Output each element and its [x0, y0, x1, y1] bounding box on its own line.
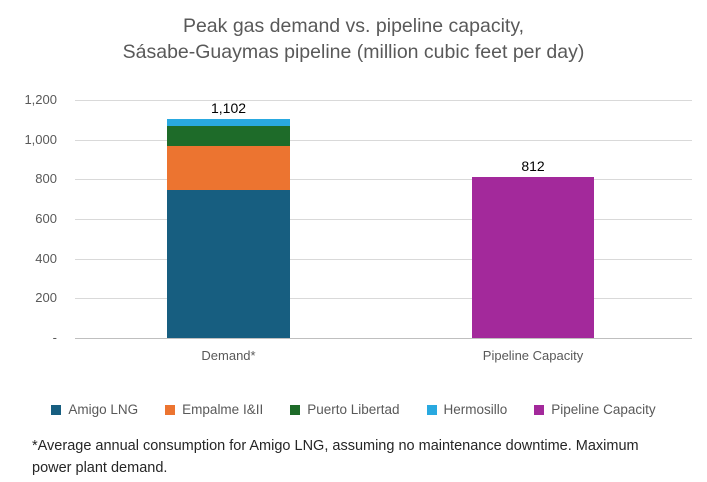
legend-label: Hermosillo [443, 402, 508, 417]
plot-area [75, 100, 692, 339]
gridline [75, 298, 692, 300]
x-axis-line [75, 338, 692, 339]
y-axis-tick-label: 1,200 [24, 92, 57, 107]
gridline [75, 100, 692, 101]
legend-label: Empalme I&II [182, 402, 264, 417]
bar-segment-pipeline-capacity [472, 176, 594, 338]
bar-segment-amigo-lng [167, 190, 290, 338]
x-axis-category-label: Pipeline Capacity [482, 348, 584, 363]
legend-item-empalme-i-ii: Empalme I&II [165, 402, 263, 417]
bar-column-demand [167, 100, 290, 338]
chart-title-line-1: Peak gas demand vs. pipeline capacity, [182, 15, 525, 37]
legend-swatch-icon [534, 404, 545, 415]
gridline [75, 258, 692, 260]
chart-title-line-2: Sásabe-Guaymas pipeline (million cubic f… [122, 40, 585, 63]
bar-value-label: 1,102 [210, 100, 247, 117]
legend-label: Amigo LNG [68, 402, 139, 417]
y-axis-tick-label: - [52, 330, 57, 345]
bar-column-pipeline-capacity [472, 100, 594, 338]
y-axis-tick-label: 200 [35, 290, 57, 306]
y-axis-tick-label: 400 [35, 250, 57, 266]
legend-swatch-icon [426, 404, 437, 415]
legend-swatch-icon [290, 404, 301, 415]
bar-segment-puerto-libertad [167, 125, 290, 146]
gridline [75, 179, 692, 181]
y-axis-tick-label: 600 [35, 211, 57, 226]
footnote: *Average annual consumption for Amigo LN… [32, 438, 639, 476]
legend: Amigo LNG Empalme I&II Puerto Libertad Herm… [0, 402, 707, 417]
y-axis-tick-label: 800 [35, 171, 57, 187]
chart-title: Peak gas demand vs. pipeline capacity, S… [0, 14, 707, 65]
legend-swatch-icon [165, 404, 176, 415]
legend-item-hermosillo: Hermosillo [426, 402, 508, 417]
gridline [75, 139, 692, 141]
legend-item-puerto-libertad: Puerto Libertad [290, 402, 400, 417]
legend-label: Pipeline Capacity [551, 402, 656, 417]
bar-value-label: 812 [521, 157, 545, 174]
y-axis-tick-label: 1,000 [24, 131, 57, 147]
legend-label: Puerto Libertad [307, 402, 400, 417]
bar-segment-empalme-i-ii [167, 145, 290, 191]
legend-swatch-icon [51, 404, 62, 415]
bar-segment-hermosillo [167, 119, 290, 126]
x-axis-category-label: Demand* [201, 348, 256, 363]
legend-item-amigo-lng: Amigo LNG [51, 402, 138, 417]
legend-item-pipeline-capacity: Pipeline Capacity [534, 402, 656, 417]
gridline [75, 219, 692, 220]
